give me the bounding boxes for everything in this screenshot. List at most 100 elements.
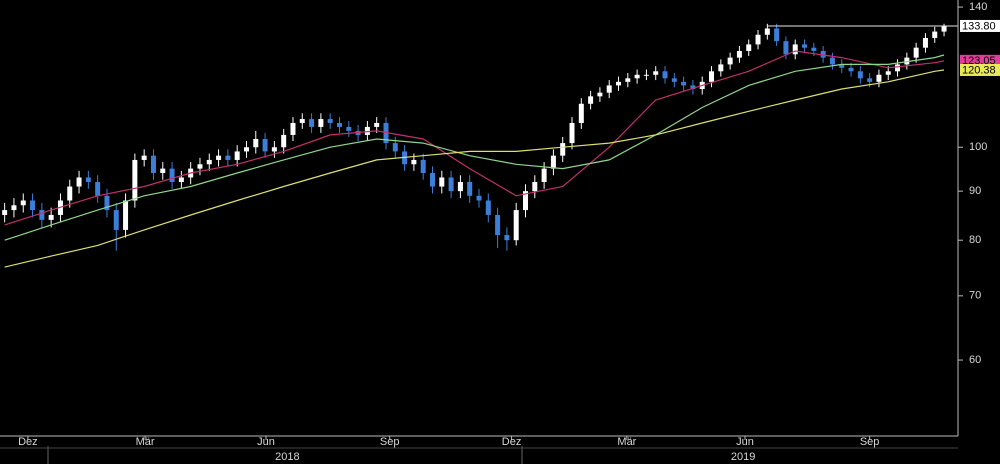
y-tick-label: 100 [969, 141, 987, 153]
candle-body [895, 64, 901, 72]
candle-body [774, 28, 780, 42]
candle-body [811, 47, 817, 51]
candle-body [588, 96, 594, 104]
candle-body [736, 50, 742, 58]
candle-body [597, 92, 603, 97]
candle-body [709, 71, 715, 82]
candle-body [839, 64, 845, 68]
candle-body [336, 122, 342, 127]
x-tick-label: Dez [18, 436, 38, 448]
candle-body [550, 155, 556, 169]
candle-body [95, 181, 101, 196]
candle-body [234, 151, 240, 160]
candle-body [867, 78, 873, 82]
candle-body [150, 155, 156, 174]
candle-body [439, 177, 445, 187]
candle-body [271, 147, 277, 152]
candle-body [132, 159, 138, 201]
moving-average-line [4, 50, 945, 226]
candle-body [504, 235, 510, 241]
candle-body [653, 71, 659, 75]
candle-body [643, 74, 649, 76]
candle-body [764, 28, 770, 35]
candle-body [523, 191, 529, 211]
candle-body [718, 64, 724, 72]
candle-body [513, 210, 519, 241]
candle-body [802, 44, 808, 48]
candle-body [318, 119, 324, 127]
plot-area [2, 23, 958, 268]
candle-body [262, 138, 268, 152]
y-tick-label: 70 [969, 290, 981, 302]
candle-body [392, 143, 398, 152]
x-tick-label: Jun [736, 436, 754, 448]
candle-body [746, 44, 752, 51]
candle-body [634, 74, 640, 79]
candle-body [39, 210, 45, 220]
candle-body [485, 200, 491, 215]
candle-body [309, 119, 315, 127]
candle-body [411, 159, 417, 165]
candle-body [857, 71, 863, 79]
last-value-label: 120.38 [962, 64, 996, 76]
candle-body [922, 37, 928, 48]
candle-body [123, 200, 129, 230]
last-value-box [960, 63, 1000, 76]
candle-body [290, 122, 296, 135]
moving-average-line [4, 54, 945, 241]
candle-body [113, 210, 119, 230]
candle-body [467, 181, 473, 196]
candle-body [829, 57, 835, 65]
candle-body [20, 200, 26, 206]
x-tick-label: Mär [136, 436, 155, 448]
candle-body [532, 181, 538, 192]
x-tick-label: Sep [860, 436, 880, 448]
candle-body [178, 177, 184, 182]
candle-body [681, 81, 687, 86]
candle-body [299, 119, 305, 123]
x-tick-label: Mär [617, 436, 636, 448]
candle-body [457, 181, 463, 192]
candle-body [2, 210, 8, 215]
candle-body [727, 57, 733, 65]
candle-body [243, 147, 249, 152]
candle-body [541, 168, 547, 182]
year-label: 2019 [731, 451, 755, 463]
candle-body [364, 126, 370, 135]
candle-body [662, 71, 668, 79]
candle-body [690, 85, 696, 90]
candle-body [560, 143, 566, 156]
y-tick-label: 90 [969, 185, 981, 197]
candle-body [420, 159, 426, 174]
candle-body [346, 126, 352, 131]
candle-body [374, 122, 380, 127]
candle-body [820, 50, 826, 58]
candle-body [885, 71, 891, 75]
candle-body [792, 44, 798, 55]
moving-average-line [4, 69, 945, 268]
candle-body [225, 155, 231, 160]
candle-body [206, 159, 212, 165]
year-label: 2018 [275, 451, 299, 463]
candle-body [141, 155, 147, 160]
candle-body [932, 31, 938, 38]
candle-body [476, 195, 482, 201]
x-tick-label: Jun [257, 436, 275, 448]
candle-body [904, 57, 910, 65]
candle-body [941, 25, 947, 32]
candle-body [30, 200, 36, 211]
candle-body [216, 155, 222, 160]
candle-body [625, 78, 631, 82]
candle-body [448, 177, 454, 192]
candle-body [76, 177, 82, 187]
candle-body [48, 214, 54, 220]
y-tick-label: 60 [969, 354, 981, 366]
last-value-box [960, 19, 1000, 32]
candle-body [104, 195, 110, 211]
candle-body [85, 177, 91, 182]
candle-body [606, 85, 612, 93]
candle-body [913, 47, 919, 58]
candle-body [67, 186, 73, 201]
y-tick-label: 80 [969, 234, 981, 246]
